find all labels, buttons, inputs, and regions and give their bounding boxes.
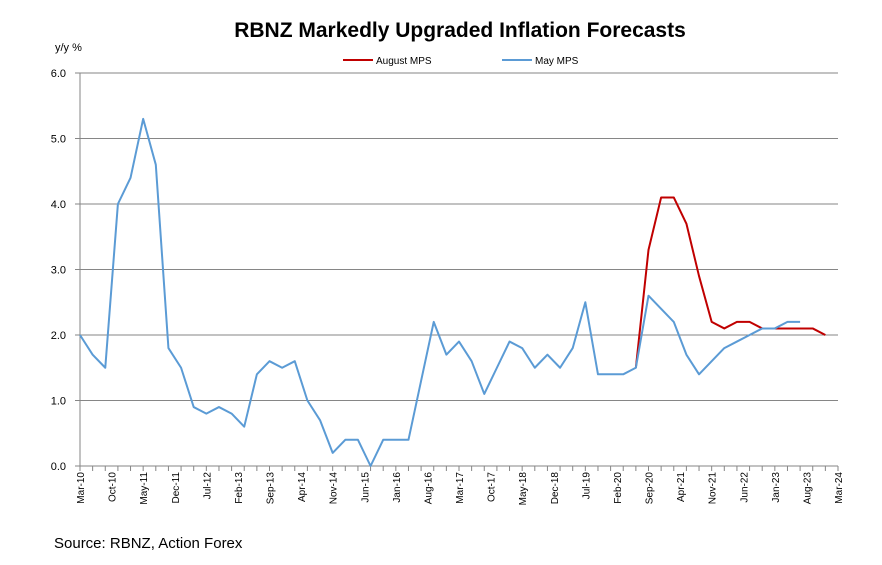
x-tick-label: Feb-20	[613, 472, 624, 504]
x-tick-label: Mar-10	[76, 472, 87, 504]
x-tick-label: Jan-16	[392, 472, 403, 503]
x-tick-label: Apr-14	[297, 472, 308, 502]
x-tick-label: Apr-21	[676, 472, 687, 502]
x-tick-label: Sep-13	[266, 472, 277, 505]
x-tick-label: Dec-18	[550, 472, 561, 505]
axes	[79, 73, 839, 471]
y-tick-label: 4.0	[51, 199, 66, 211]
legend-label-august-mps: August MPS	[376, 56, 432, 67]
y-tick-label: 0.0	[51, 461, 66, 473]
x-tick-label: Dec-11	[171, 472, 182, 504]
legend: August MPS May MPS	[343, 56, 579, 67]
y-tick-label: 5.0	[51, 134, 66, 146]
x-tick-label: Sep-20	[645, 472, 656, 505]
x-tick-label: Aug-16	[423, 472, 434, 505]
y-tick-label: 1.0	[51, 396, 66, 408]
x-tick-labels: Mar-10 Oct-10 May-11 Dec-11 Jul-12 Feb-13 Sep-…	[76, 472, 845, 506]
y-tick-label: 6.0	[51, 68, 66, 80]
y-tick-label: 3.0	[51, 265, 66, 277]
y-tick-label: 2.0	[51, 330, 66, 342]
x-tick-label: Jan-23	[771, 472, 782, 503]
series-line-may-mps	[79, 117, 801, 467]
y-tick-labels: 0.0 1.0 2.0 3.0 4.0 5.0 6.0	[51, 68, 66, 473]
x-tick-label: Jun-22	[739, 472, 750, 503]
x-tick-label: Mar-17	[455, 472, 466, 504]
x-tick-label: Oct-17	[487, 472, 498, 502]
series-lines	[79, 117, 826, 467]
x-tick-label: Jun-15	[360, 472, 371, 503]
x-tick-label: Oct-10	[108, 472, 119, 502]
x-tick-label: Nov-21	[708, 472, 719, 505]
grid-lines	[75, 72, 838, 467]
x-tick-label: Jul-12	[202, 472, 213, 500]
x-tick-label: Feb-13	[234, 472, 245, 504]
x-tick-label: May-18	[518, 472, 529, 506]
x-tick-label: May-11	[139, 472, 150, 505]
x-tick-label: Mar-24	[834, 472, 845, 504]
chart-title: RBNZ Markedly Upgraded Inflation Forecas…	[234, 19, 686, 42]
legend-label-may-mps: May MPS	[535, 56, 579, 67]
x-tick-label: Aug-23	[802, 472, 813, 505]
x-tick-label: Jul-19	[581, 472, 592, 500]
y-axis-label: y/y %	[55, 42, 82, 54]
source-note: Source: RBNZ, Action Forex	[54, 535, 243, 552]
series-line-august-mps	[634, 196, 826, 368]
x-tick-label: Nov-14	[329, 472, 340, 505]
